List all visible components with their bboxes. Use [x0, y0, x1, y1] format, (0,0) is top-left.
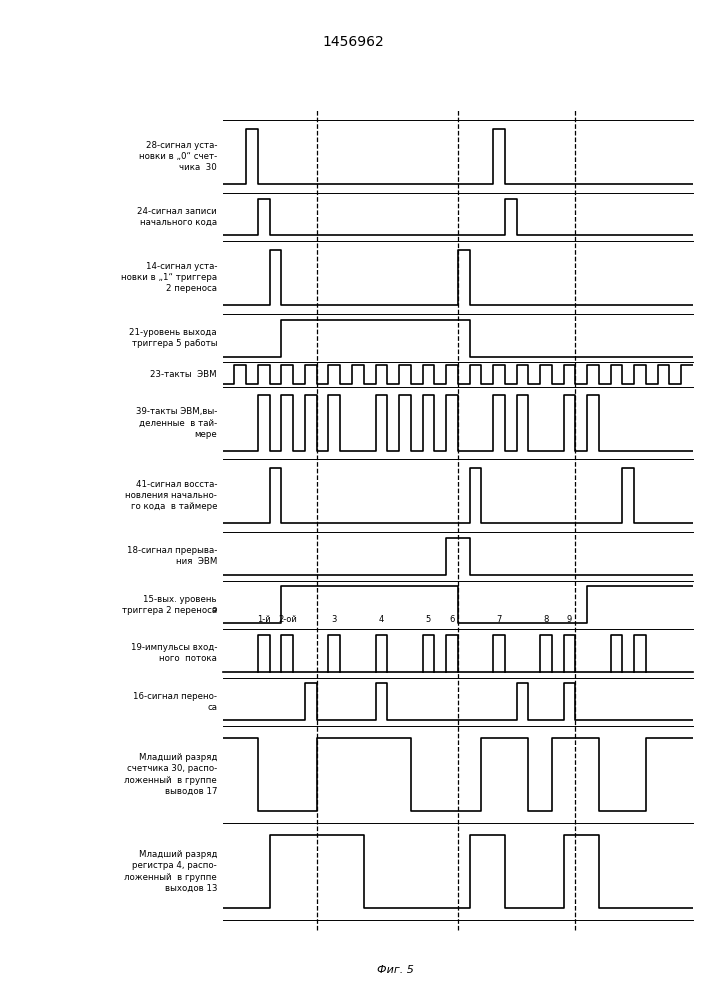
Text: 16-сигнал перено-
са: 16-сигнал перено- са — [133, 692, 217, 712]
Text: 8: 8 — [543, 615, 549, 624]
Text: 24-сигнал записи
начального кода: 24-сигнал записи начального кода — [137, 207, 217, 227]
Text: Фиг. 5: Фиг. 5 — [378, 965, 414, 975]
Text: 1456962: 1456962 — [322, 35, 385, 49]
Text: 28-сигнал уста-
новки в „0“ счет-
чика  30: 28-сигнал уста- новки в „0“ счет- чика 3… — [139, 141, 217, 172]
Text: 7: 7 — [496, 615, 501, 624]
Text: 41-сигнал восста-
новления начально-
го кода  в таймере: 41-сигнал восста- новления начально- го … — [125, 480, 217, 511]
Text: 18-сигнал прерыва-
ния  ЭВМ: 18-сигнал прерыва- ния ЭВМ — [127, 546, 217, 566]
Text: 15-вых. уровень
триггера 2 переноса: 15-вых. уровень триггера 2 переноса — [122, 595, 217, 615]
Text: 1-й: 1-й — [257, 615, 271, 624]
Text: о: о — [211, 605, 217, 614]
Text: 2-ой: 2-ой — [278, 615, 297, 624]
Text: Младший разряд
счетчика 30, распо-
ложенный  в группе
выводов 17: Младший разряд счетчика 30, распо- ложен… — [124, 753, 217, 796]
Text: 19-импульсы вход-
ного  потока: 19-импульсы вход- ного потока — [131, 643, 217, 663]
Text: 5: 5 — [426, 615, 431, 624]
Text: 14-сигнал уста-
новки в „1“ триггера
2 переноса: 14-сигнал уста- новки в „1“ триггера 2 п… — [121, 262, 217, 293]
Text: Младший разряд
регистра 4, распо-
ложенный  в группе
выходов 13: Младший разряд регистра 4, распо- ложенн… — [124, 850, 217, 893]
Text: 4: 4 — [379, 615, 384, 624]
Text: 6: 6 — [449, 615, 455, 624]
Text: 3: 3 — [332, 615, 337, 624]
Text: 21-уровень выхода
триггера 5 работы: 21-уровень выхода триггера 5 работы — [129, 328, 217, 348]
Text: 23-такты  ЭВМ: 23-такты ЭВМ — [151, 370, 217, 379]
Text: 9: 9 — [567, 615, 572, 624]
Text: 39-такты ЭВМ,вы-
деленные  в тай-
мере: 39-такты ЭВМ,вы- деленные в тай- мере — [136, 407, 217, 439]
